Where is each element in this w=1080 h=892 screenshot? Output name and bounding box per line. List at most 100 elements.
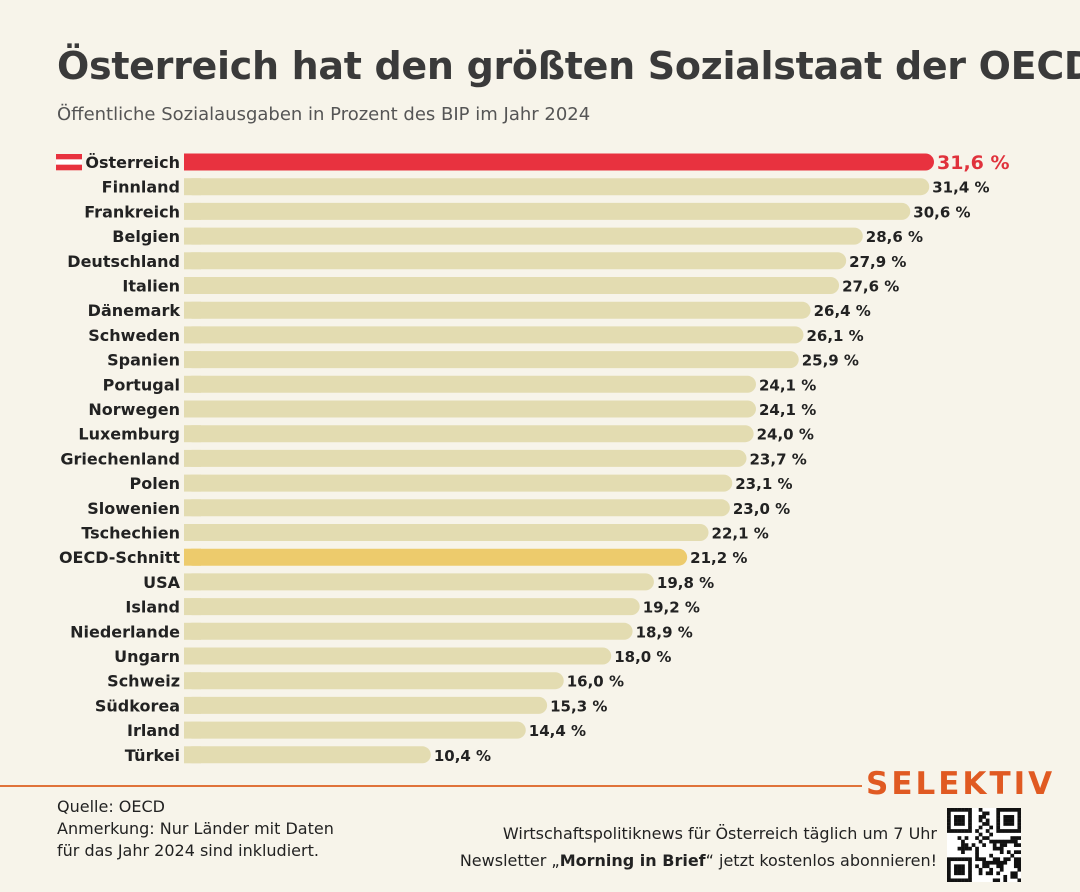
promo-line-2[interactable]: Newsletter „Morning in Brief“ jetzt kost…	[460, 847, 937, 874]
qr-cell	[1017, 818, 1021, 823]
qr-cell	[1003, 878, 1008, 882]
bar-left-edge-21	[184, 672, 201, 690]
bar-3	[184, 227, 863, 245]
qr-cell	[996, 878, 1001, 882]
value-label-20: 18,0 %	[614, 648, 671, 666]
qr-cell	[957, 846, 962, 851]
qr-cell	[950, 857, 955, 862]
category-label-5: Italien	[122, 277, 180, 296]
qr-cell	[1010, 829, 1015, 833]
bar-left-edge-17	[184, 573, 201, 591]
qr-cell	[961, 829, 965, 833]
qr-cell	[978, 839, 983, 844]
qr-cell	[957, 867, 962, 872]
qr-cell	[961, 878, 965, 882]
bar-15	[184, 524, 709, 541]
qr-cell	[1003, 857, 1008, 862]
qr-cell	[1010, 808, 1015, 812]
category-label-21: Schweiz	[107, 672, 180, 691]
qr-cell	[996, 839, 1001, 844]
bar-24	[184, 746, 431, 764]
qr-code-icon[interactable]	[947, 808, 1021, 882]
bar-21	[184, 672, 564, 690]
value-label-23: 14,4 %	[529, 722, 586, 740]
qr-cell	[989, 839, 994, 844]
qr-cell	[975, 846, 979, 851]
value-label-12: 23,7 %	[750, 450, 807, 468]
value-label-2: 30,6 %	[913, 203, 970, 221]
qr-cell	[954, 808, 958, 812]
bar-11	[184, 425, 754, 443]
qr-cell	[947, 818, 951, 823]
qr-cell	[982, 822, 986, 826]
qr-cell	[1010, 818, 1015, 823]
qr-cell	[985, 822, 990, 826]
qr-cell	[999, 850, 1004, 855]
category-label-23: Irland	[127, 721, 180, 740]
qr-cell	[1013, 874, 1018, 879]
qr-cell	[968, 818, 972, 823]
qr-cell	[1017, 815, 1021, 819]
category-label-10: Norwegen	[88, 400, 180, 419]
qr-cell	[968, 811, 972, 816]
newsletter-promo[interactable]: Wirtschaftspolitiknews für Österreich tä…	[460, 820, 937, 874]
qr-cell	[1017, 825, 1021, 830]
qr-cell	[954, 815, 958, 819]
qr-cell	[957, 871, 962, 876]
qr-cell	[968, 874, 972, 879]
qr-cell	[947, 867, 951, 872]
category-label-14: Slowenien	[87, 499, 180, 518]
qr-cell	[978, 825, 983, 830]
qr-cell	[957, 878, 962, 882]
category-label-8: Spanien	[107, 351, 180, 370]
value-label-7: 26,1 %	[806, 327, 863, 345]
qr-cell	[996, 815, 1001, 819]
category-label-17: USA	[143, 573, 181, 592]
qr-cell	[954, 871, 958, 876]
qr-cell	[996, 829, 1001, 833]
qr-cell	[947, 864, 951, 869]
qr-cell	[1003, 822, 1008, 826]
qr-cell	[954, 818, 958, 823]
qr-cell	[950, 878, 955, 882]
category-label-7: Schweden	[88, 326, 180, 345]
bar-8	[184, 351, 799, 369]
qr-cell	[947, 808, 951, 812]
qr-cell	[1003, 829, 1008, 833]
bar-4	[184, 252, 847, 270]
qr-cell	[1010, 836, 1015, 840]
qr-cell	[1013, 860, 1018, 865]
bar-left-edge-3	[184, 227, 201, 245]
qr-cell	[978, 857, 983, 862]
qr-cell	[989, 867, 994, 872]
bar-left-edge-13	[184, 474, 201, 492]
qr-cell	[961, 857, 965, 862]
qr-cell	[1017, 808, 1021, 812]
qr-cell	[1017, 836, 1021, 840]
qr-cell	[1006, 829, 1011, 833]
bar-23	[184, 721, 526, 739]
qr-cell	[992, 846, 997, 851]
value-label-24: 10,4 %	[434, 747, 491, 765]
value-label-6: 26,4 %	[814, 302, 871, 320]
value-label-17: 19,8 %	[657, 574, 714, 592]
qr-cell	[947, 878, 951, 882]
qr-cell	[1013, 857, 1018, 862]
bar-7	[184, 326, 804, 344]
qr-cell	[985, 836, 990, 840]
qr-cell	[1017, 867, 1021, 872]
qr-cell	[957, 822, 962, 826]
qr-cell	[978, 818, 983, 823]
qr-cell	[982, 836, 986, 840]
bar-left-edge-6	[184, 301, 201, 319]
value-label-4: 27,9 %	[849, 253, 906, 271]
qr-cell	[961, 843, 965, 847]
qr-cell	[968, 860, 972, 865]
category-label-19: Niederlande	[70, 622, 180, 641]
qr-cell	[964, 829, 969, 833]
bar-left-edge-18	[184, 598, 201, 616]
qr-cell	[961, 846, 965, 851]
qr-cell	[1013, 839, 1018, 844]
qr-cell	[968, 878, 972, 882]
qr-cell	[1003, 874, 1008, 879]
